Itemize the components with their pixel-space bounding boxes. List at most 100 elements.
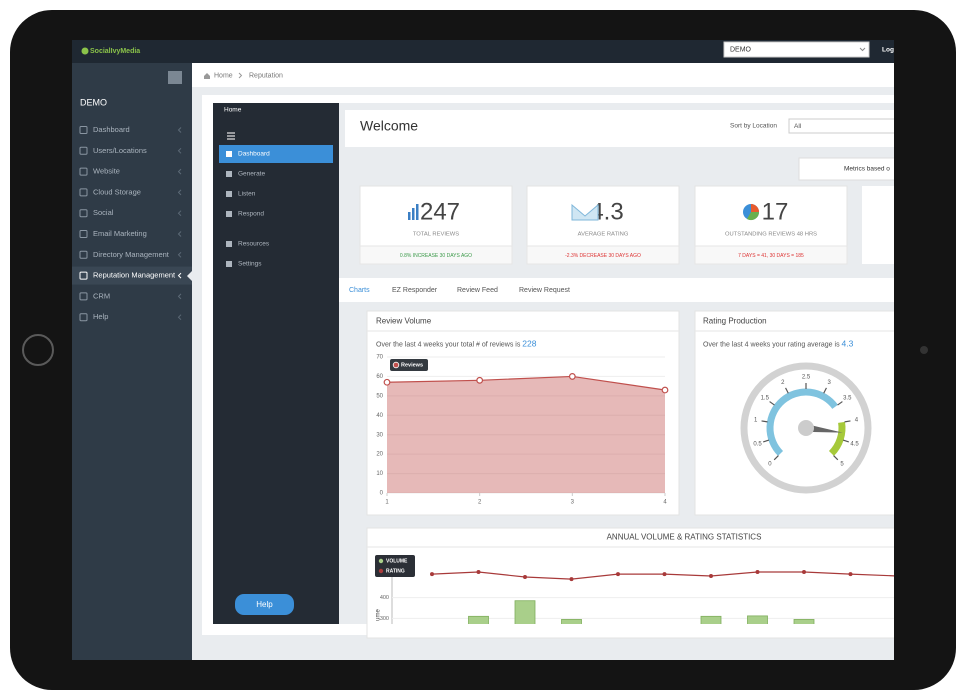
gauge-tick-label: 1.5 xyxy=(761,396,770,402)
menu-icon xyxy=(79,209,88,218)
volume-bar xyxy=(700,615,722,624)
rep-menu-icon xyxy=(226,191,232,197)
data-point xyxy=(383,378,391,386)
gauge-tick-label: 2.5 xyxy=(802,375,811,381)
rep-menu-icon xyxy=(226,241,232,247)
sidebar-menu: Dashboard Users/Locations Website Cloud Sto… xyxy=(72,125,192,322)
gauge-band xyxy=(766,388,838,456)
kpi-label: AVERAGE RATING xyxy=(578,232,629,238)
kpi-card-partial xyxy=(862,186,894,264)
help-button-label[interactable]: Help xyxy=(256,600,273,609)
kpi-change: -2.3% DECREASE 30 DAYS AGO xyxy=(565,253,641,259)
menu-item[interactable]: CRM xyxy=(93,291,110,300)
select-caret xyxy=(859,47,866,52)
kpi-cards: 247 TOTAL REVIEWS 0.8% INCREASE 30 DAYS AG… xyxy=(359,185,848,265)
menu-item[interactable]: Reputation Management xyxy=(93,271,176,280)
legend-swatch xyxy=(392,361,400,369)
menu-item[interactable]: Dashboard xyxy=(93,125,130,134)
rating-point xyxy=(476,570,481,575)
gauge-tick xyxy=(837,401,843,406)
rep-menu-icon xyxy=(226,171,232,177)
home-button[interactable] xyxy=(22,334,54,366)
menu-icon xyxy=(79,292,88,301)
y-tick-label: 70 xyxy=(376,355,383,361)
sidebar-toggle[interactable] xyxy=(168,71,182,84)
gauge-tick xyxy=(773,455,779,461)
rating-point xyxy=(755,570,760,575)
gauge-tick-label: 0 xyxy=(768,462,772,468)
reputation-home[interactable]: Home xyxy=(224,107,242,114)
welcome-title: Welcome xyxy=(360,118,418,134)
annual-chart: 300 400 ume VOLUME RATING xyxy=(375,555,894,624)
panel-title: Rating Production xyxy=(703,317,767,326)
logo-icon xyxy=(81,47,89,55)
annual-title: ANNUAL VOLUME & RATING STATISTICS xyxy=(607,533,762,542)
menu-item[interactable]: Directory Management xyxy=(93,250,170,259)
gauge-tick xyxy=(769,401,775,406)
logo[interactable]: SocialIvyMedia xyxy=(90,48,140,55)
gauge-pivot xyxy=(798,420,814,436)
rating-point xyxy=(523,575,527,580)
volume-bar xyxy=(514,600,536,624)
rep-menu-item[interactable]: Listen xyxy=(238,191,256,198)
y-tick-label: 400 xyxy=(380,595,389,601)
menu-icon xyxy=(79,230,88,238)
metrics-note-box xyxy=(798,157,894,181)
menu-item[interactable]: Email Marketing xyxy=(93,229,147,238)
summary-text: Over the last 4 weeks your total # of re… xyxy=(376,341,521,348)
home-icon xyxy=(204,73,210,79)
tab[interactable]: Review Request xyxy=(519,287,570,294)
kpi-value: 17 xyxy=(762,198,789,225)
tab[interactable]: EZ Responder xyxy=(392,287,438,294)
sort-select-value: All xyxy=(794,123,802,130)
rating-point xyxy=(569,577,574,582)
rep-menu-icon xyxy=(226,211,232,217)
review-volume-panel xyxy=(366,310,680,516)
gauge-tick xyxy=(823,387,827,394)
tab[interactable]: Charts xyxy=(349,287,370,294)
menu-item[interactable]: Cloud Storage xyxy=(93,187,141,196)
location-select[interactable] xyxy=(723,41,870,58)
menu-icon xyxy=(79,146,88,155)
rating-point xyxy=(662,572,667,577)
sort-select[interactable] xyxy=(788,118,899,134)
gauge-needle xyxy=(807,424,843,433)
kpi-footer xyxy=(526,245,680,265)
sort-label: Sort by Location xyxy=(730,123,777,130)
breadcrumb-item[interactable]: Home xyxy=(214,72,233,79)
menu-chevron xyxy=(177,272,182,279)
menu-item[interactable]: Social xyxy=(93,208,114,217)
menu-item[interactable]: Help xyxy=(93,312,108,321)
rep-menu-item[interactable]: Generate xyxy=(238,171,265,178)
rep-menu-item[interactable]: Respond xyxy=(238,211,264,218)
logout[interactable]: Log xyxy=(882,47,894,54)
menu-icon xyxy=(79,167,88,176)
rep-menu-item[interactable]: Resources xyxy=(238,241,270,248)
tab[interactable]: Review Feed xyxy=(457,287,498,294)
rep-menu-icon xyxy=(226,151,232,157)
rep-menu-item[interactable]: Dashboard xyxy=(238,151,270,158)
kpi-icon-bars xyxy=(408,204,419,220)
y-axis-label: ume xyxy=(376,609,382,621)
menu-item[interactable]: Users/Locations xyxy=(93,146,147,155)
panel-title: Review Volume xyxy=(376,317,432,326)
legend-label: RATING xyxy=(386,568,405,574)
menu-chevron xyxy=(177,147,182,154)
rating-point xyxy=(802,570,806,575)
breadcrumb-item: Reputation xyxy=(249,72,283,79)
gauge-tick xyxy=(842,439,849,443)
tabs-bar xyxy=(339,278,894,302)
hamburger-icon[interactable] xyxy=(227,132,235,140)
menu-item[interactable]: Website xyxy=(93,167,120,176)
panel-summary: Over the last 4 weeks your rating averag… xyxy=(703,339,854,349)
data-point xyxy=(661,386,669,394)
x-tick-label: 1 xyxy=(385,500,389,506)
help-button[interactable] xyxy=(235,594,294,615)
area-fill xyxy=(387,376,665,493)
gauge-tick-label: 2 xyxy=(781,380,785,386)
rep-menu-item[interactable]: Settings xyxy=(238,261,262,268)
review-volume-chart: 0 10 20 30 40 50 60 70 1 2 3 4 Reviews xyxy=(376,355,669,506)
gauge-tick xyxy=(763,439,770,443)
camera xyxy=(920,346,928,354)
kpi-footer xyxy=(359,245,513,265)
